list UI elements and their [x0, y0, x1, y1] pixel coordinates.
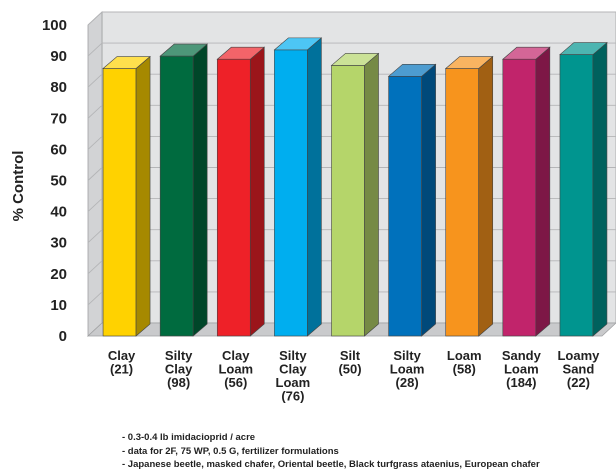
- chart-labels: 0 10 20 30 40 50 60 70 80 90 100 % Control Clay (21) S…: [10, 17, 600, 404]
- bar: [159, 43, 208, 337]
- bar-front: [559, 54, 594, 337]
- x-category-label: Clay (21): [108, 348, 136, 377]
- bar-top: [330, 53, 380, 66]
- x-category-label: Clay Loam (56): [218, 348, 253, 390]
- x-category-label: Sandy Loam (184): [502, 348, 542, 390]
- bar-chart: 0 10 20 30 40 50 60 70 80 90 100 % Control Clay (21) S…: [10, 11, 616, 404]
- gridline: [87, 135, 616, 150]
- gridline: [87, 229, 616, 244]
- bar-top: [159, 43, 208, 57]
- y-tick-label: 30: [50, 235, 67, 252]
- x-category-label: Silt (50): [338, 348, 361, 377]
- footnote-formulations: - data for 2F, 75 WP, 0.5 G, fertilizer …: [122, 445, 339, 457]
- footnote-rate: - 0.3-0.4 lb imidacioprid / acre: [122, 432, 256, 443]
- y-tick-label: 90: [50, 48, 67, 65]
- footnotes: - 0.3-0.4 lb imidacioprid / acre - data …: [122, 431, 540, 472]
- gridline: [87, 260, 616, 275]
- gridline: [87, 104, 616, 119]
- bar-front: [445, 68, 480, 337]
- bar: [387, 63, 437, 337]
- bar-front: [388, 76, 422, 337]
- bar-side: [192, 43, 208, 337]
- bar-front: [102, 68, 137, 337]
- y-tick-label: 60: [50, 141, 67, 158]
- bar: [330, 52, 380, 337]
- bar-side: [135, 55, 151, 337]
- bar-side: [307, 37, 322, 337]
- bar-front: [274, 49, 308, 337]
- bar-side: [421, 63, 436, 337]
- gridline: [87, 73, 616, 88]
- bar-top: [216, 46, 266, 60]
- gridline: [87, 11, 616, 26]
- bar-side: [478, 55, 494, 337]
- bar: [273, 37, 323, 337]
- bar: [559, 41, 608, 337]
- gridline: [87, 291, 616, 306]
- x-category-label: Loamy Sand (22): [557, 348, 600, 390]
- x-category-label: Silty Clay (98): [165, 348, 193, 390]
- y-tick-label: 0: [59, 328, 67, 345]
- y-tick-label: 40: [50, 204, 67, 221]
- bar-front: [216, 58, 251, 337]
- x-category-label: Silty Clay Loam (76): [276, 348, 311, 404]
- x-category-label: Silty Loam (28): [390, 348, 425, 390]
- y-tick-label: 70: [50, 110, 67, 127]
- gridline: [87, 42, 616, 57]
- bar: [502, 46, 551, 337]
- gridline: [87, 198, 616, 212]
- bar-side: [364, 52, 379, 337]
- x-category-label: Loam (58): [447, 348, 482, 377]
- y-tick-label: 100: [42, 17, 67, 34]
- bar-front: [502, 58, 537, 337]
- bar-top: [273, 37, 323, 51]
- y-tick-label: 20: [50, 266, 67, 283]
- y-tick-label: 50: [50, 173, 67, 190]
- bar-top: [387, 64, 437, 77]
- bar: [102, 55, 151, 337]
- bar-side: [249, 46, 265, 337]
- bar: [216, 46, 266, 337]
- bar-side: [535, 46, 551, 337]
- bar-top: [444, 56, 494, 69]
- bar-top: [559, 42, 608, 55]
- y-tick-label: 80: [50, 79, 67, 96]
- bar-front: [159, 55, 194, 337]
- bar-side: [592, 41, 608, 337]
- bar-top: [502, 46, 551, 60]
- bar-top: [102, 56, 151, 69]
- footnote-pests: - Japanese beetle, masked chafer, Orient…: [122, 459, 540, 470]
- bar-front: [331, 65, 365, 337]
- chart-bars: [102, 37, 608, 337]
- y-axis-title: % Control: [10, 151, 27, 222]
- y-tick-label: 10: [50, 297, 67, 314]
- gridline: [87, 167, 616, 181]
- bar: [444, 55, 494, 337]
